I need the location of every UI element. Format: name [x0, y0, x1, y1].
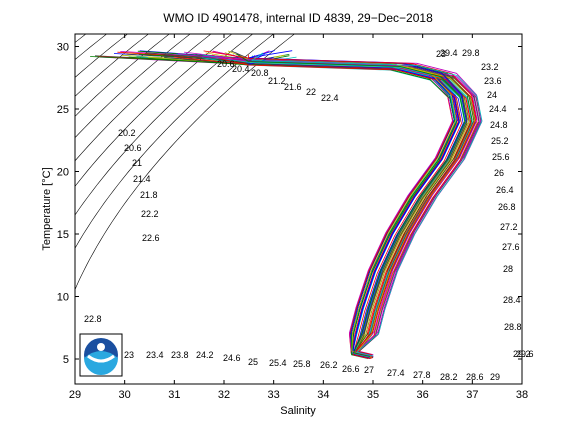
x-axis-ticks: 29 30 31 32 33 34 35 36 37 38 [69, 34, 528, 401]
x-tick-label: 33 [268, 389, 280, 401]
contour-label: 24.8 [490, 120, 508, 130]
density-contour [75, 34, 149, 97]
y-axis-ticks: 5 10 15 20 25 30 [57, 42, 522, 366]
profile-line [236, 53, 466, 357]
contour-label: 20.2 [118, 128, 136, 138]
profile-line [251, 52, 483, 357]
contour-label: 26.2 [320, 360, 338, 370]
contour-label: 23.2 [481, 62, 499, 72]
density-contour [75, 34, 295, 291]
contour-label: 28.6 [466, 372, 484, 382]
contour-label: 28 [503, 264, 513, 274]
contour-label: 25.6 [492, 152, 510, 162]
contour-label: 29.4 [440, 48, 458, 58]
profile-line [203, 50, 477, 355]
y-axis-label: Temperature [°C] [41, 167, 53, 250]
contour-label: 28.4 [503, 295, 521, 305]
contour-label: 25.4 [269, 358, 287, 368]
contour-label: 20.8 [251, 68, 269, 78]
x-tick-label: 32 [218, 389, 230, 401]
x-tick-label: 35 [367, 389, 379, 401]
x-tick-label: 37 [466, 389, 478, 401]
density-contour [75, 34, 254, 216]
y-tick-label: 15 [57, 229, 69, 241]
plot-frame [74, 33, 523, 385]
x-axis-label: Salinity [280, 405, 316, 417]
contour-label: 24.2 [196, 350, 214, 360]
contour-label: 23.8 [171, 350, 189, 360]
x-tick-label: 31 [168, 389, 180, 401]
contour-label: 20.6 [124, 143, 142, 153]
density-contour [75, 34, 274, 249]
contour-label: 23.4 [146, 350, 164, 360]
contour-label: 26.4 [496, 185, 514, 195]
contour-labels: 20.2 20.6 21 21.4 21.8 22.2 22.6 22.8 23 23.4 23.8… [84, 48, 534, 382]
contour-label: 21.8 [140, 190, 158, 200]
x-tick-label: 29 [69, 389, 81, 401]
density-contour [75, 34, 212, 162]
contour-label: 21.2 [268, 76, 286, 86]
density-contour [75, 34, 191, 139]
x-tick-label: 30 [119, 389, 131, 401]
x-tick-label: 38 [516, 389, 528, 401]
x-tick-label: 36 [417, 389, 429, 401]
contour-label: 22.2 [141, 209, 159, 219]
contour-label: 21 [132, 158, 142, 168]
contour-label: 22 [306, 87, 316, 97]
contour-label: 23 [436, 49, 446, 59]
contour-label: 22.6 [142, 233, 160, 243]
profile-line [215, 57, 462, 359]
contour-label: 27 [364, 365, 374, 375]
contour-label: 26 [494, 168, 504, 178]
contour-label: 27.6 [502, 242, 520, 252]
contour-label: 25 [248, 357, 258, 367]
x-tick-label: 34 [317, 389, 329, 401]
contour-label: 28.8 [504, 322, 522, 332]
contour-label: 23.6 [484, 76, 502, 86]
contour-label: 26.8 [498, 202, 516, 212]
contour-label: 24.4 [489, 104, 507, 114]
contour-label: 23 [124, 350, 134, 360]
contour-label: 25.2 [491, 136, 509, 146]
density-contour [75, 34, 170, 117]
y-tick-label: 5 [63, 354, 69, 366]
contour-label: 21.6 [284, 82, 302, 92]
contour-label: 20.4 [232, 64, 250, 74]
contour-label: 24.6 [223, 353, 241, 363]
contour-label: 28.2 [440, 372, 458, 382]
profile-lines [90, 50, 483, 360]
contour-label: 26.6 [342, 364, 360, 374]
contour-label: 29.6 [516, 349, 534, 359]
y-tick-label: 10 [57, 292, 69, 304]
contour-label: 29.8 [462, 48, 480, 58]
contour-label: 27.4 [387, 368, 405, 378]
y-tick-label: 25 [57, 104, 69, 116]
contour-label: 22.4 [321, 93, 339, 103]
contour-label: 25.8 [293, 359, 311, 369]
density-contour [75, 34, 233, 187]
contour-label: 24 [487, 90, 497, 100]
contour-label: 21.4 [133, 174, 151, 184]
contour-label: 22.8 [84, 314, 102, 324]
contour-label: 27.8 [413, 370, 431, 380]
contour-label: 27.2 [500, 222, 518, 232]
density-contours [75, 34, 295, 291]
noaa-logo [79, 333, 123, 377]
contour-label: 20.6 [217, 59, 235, 69]
contour-label: 29 [490, 372, 500, 382]
chart-title: WMO ID 4901478, internal ID 4839, 29−Dec… [163, 11, 433, 25]
y-tick-label: 20 [57, 167, 69, 179]
y-tick-label: 30 [57, 42, 69, 54]
